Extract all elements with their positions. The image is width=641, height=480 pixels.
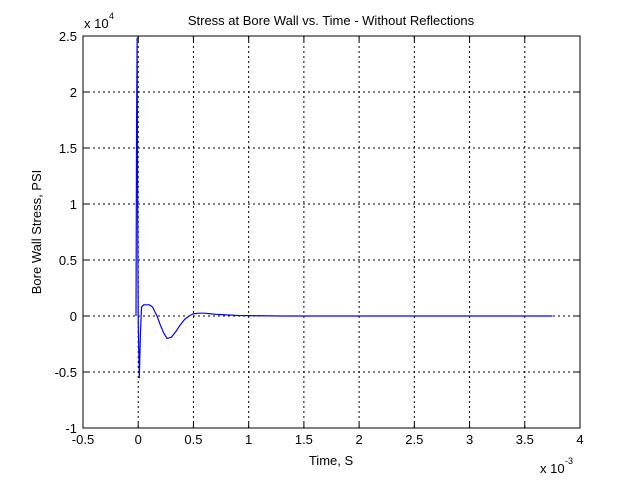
x-multiplier-exponent: -3 bbox=[565, 456, 573, 466]
y-tick-label: 2 bbox=[70, 85, 77, 100]
y-tick-label: -1 bbox=[65, 421, 77, 436]
y-tick-label: 0 bbox=[70, 309, 77, 324]
x-tick-label: 0.5 bbox=[184, 432, 202, 447]
y-tick-labels: -1 -0.5 0 0.5 1 1.5 2 2.5 bbox=[55, 29, 77, 436]
y-tick-label: 1.5 bbox=[59, 141, 77, 156]
plot-area bbox=[83, 36, 580, 428]
x-tick-labels: -0.5 0 0.5 1 1.5 2 2.5 3 3.5 4 bbox=[72, 432, 584, 447]
series-layer bbox=[135, 37, 553, 379]
x-tick-label: 1.5 bbox=[295, 432, 313, 447]
series-line bbox=[135, 37, 553, 379]
x-tick-label: 2.5 bbox=[405, 432, 423, 447]
y-axis-label: Bore Wall Stress, PSI bbox=[29, 170, 44, 295]
x-tick-label: 3.5 bbox=[516, 432, 534, 447]
x-tick-label: 0 bbox=[135, 432, 142, 447]
x-tick-label: 1 bbox=[245, 432, 252, 447]
y-tick-label: -0.5 bbox=[55, 365, 77, 380]
x-multiplier-label: x 10 bbox=[540, 461, 565, 476]
y-tick-label: 2.5 bbox=[59, 29, 77, 44]
x-tick-label: -0.5 bbox=[72, 432, 94, 447]
y-tick-label: 0.5 bbox=[59, 253, 77, 268]
x-axis-label: Time, S bbox=[309, 453, 354, 468]
axis-ticks bbox=[82, 35, 581, 429]
chart-title: Stress at Bore Wall vs. Time - Without R… bbox=[188, 13, 475, 28]
x-tick-label: 3 bbox=[466, 432, 473, 447]
grid-lines bbox=[83, 36, 580, 428]
x-tick-label: 4 bbox=[576, 432, 583, 447]
plot-frame bbox=[82, 35, 581, 429]
y-tick-label: 1 bbox=[70, 197, 77, 212]
y-multiplier-label: x 10 bbox=[84, 16, 109, 31]
y-multiplier-exponent: 4 bbox=[109, 11, 114, 21]
x-tick-label: 2 bbox=[355, 432, 362, 447]
